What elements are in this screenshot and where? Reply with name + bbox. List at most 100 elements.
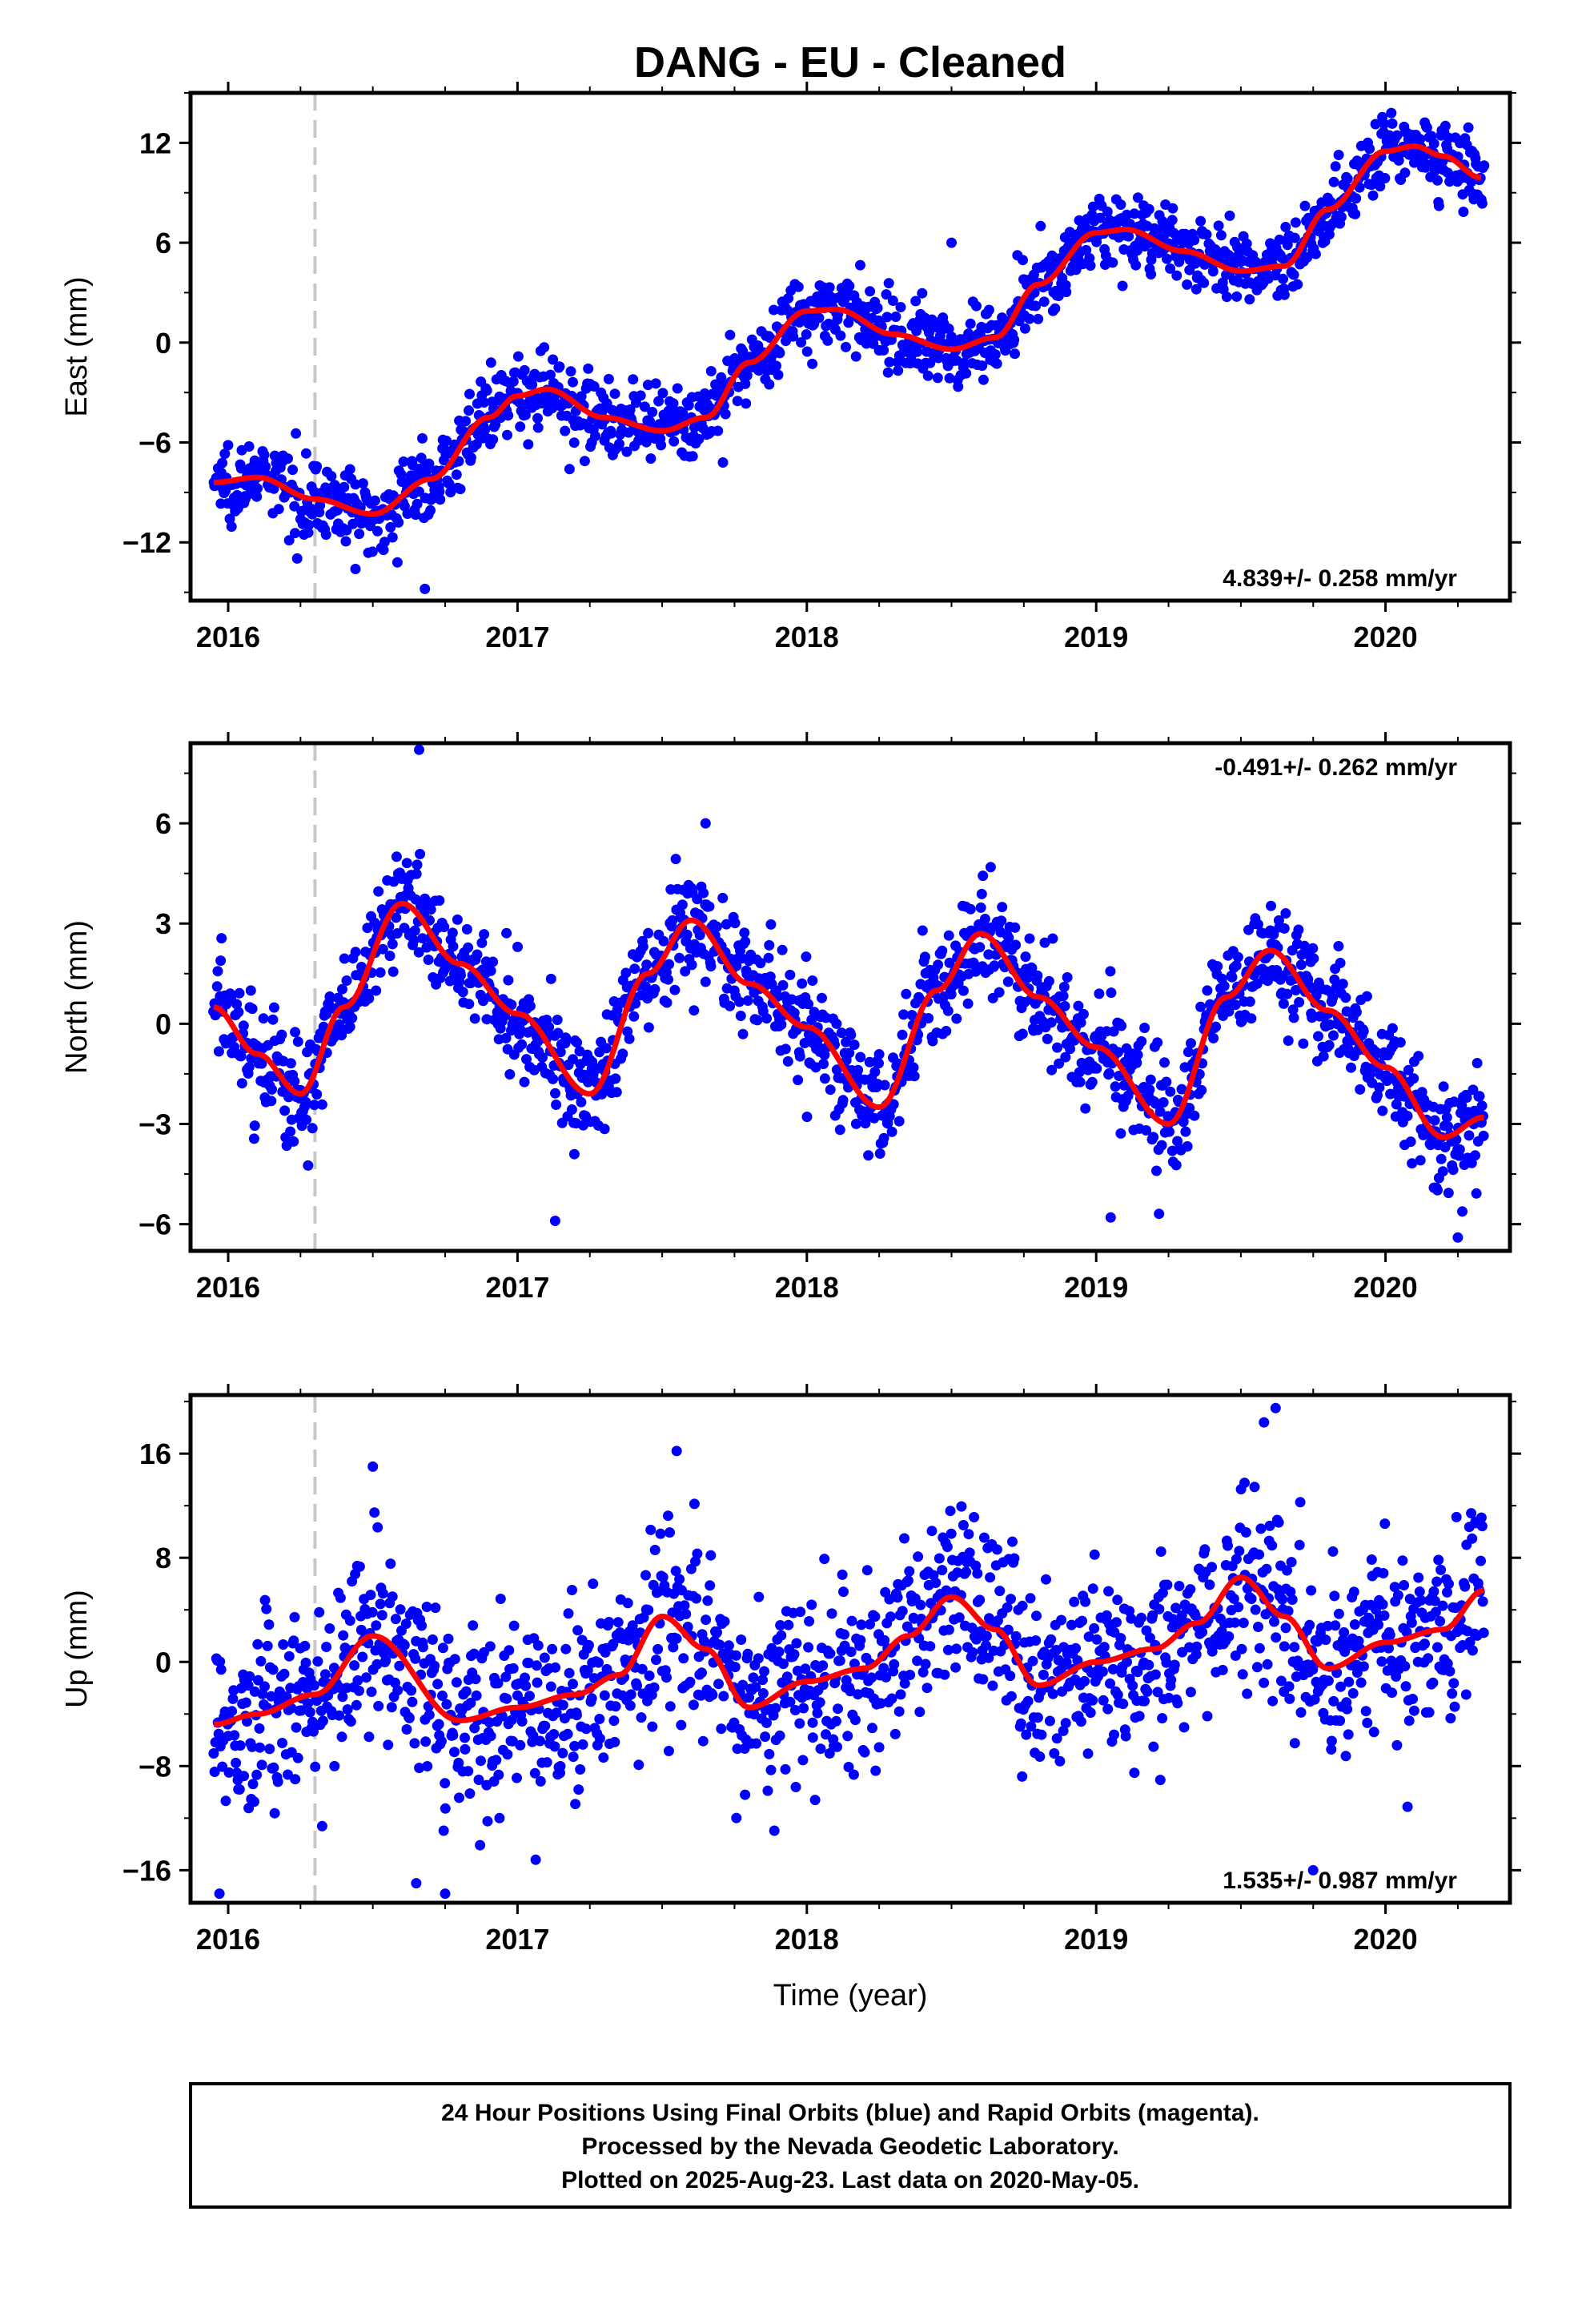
data-point [860,1118,871,1129]
data-point [994,1586,1006,1597]
outlier-point [564,464,575,475]
data-point [763,952,774,963]
y-tick-label: −6 [139,1208,171,1241]
data-point [834,1655,845,1667]
data-point [633,1759,644,1771]
data-point [676,1719,687,1731]
data-point [669,436,680,447]
data-point [349,1660,360,1671]
data-point [288,1136,299,1147]
data-point [914,1707,926,1718]
data-point [977,360,988,372]
data-point [856,1619,867,1630]
data-point [985,862,996,873]
fit-curve [213,900,1484,1140]
data-point [560,425,571,436]
data-point [521,1054,532,1065]
data-point [386,1702,397,1713]
data-point [1304,1619,1315,1630]
data-point [1010,1630,1022,1642]
data-point [253,1675,263,1686]
data-point [837,1569,848,1580]
data-point [463,1766,474,1777]
data-point [1151,1165,1162,1176]
data-point [1288,269,1299,280]
data-point [893,1706,905,1717]
data-point [259,1594,271,1606]
outlier-point [1307,1864,1319,1876]
data-point [884,356,895,368]
data-point [1136,1612,1146,1623]
data-point [1387,1687,1398,1699]
data-point [1158,1097,1169,1108]
data-point [1279,1641,1290,1652]
data-point [266,1096,277,1107]
data-points [208,1402,1489,1900]
data-point [354,1685,364,1696]
data-point [671,1633,682,1644]
data-point [1113,1047,1124,1058]
data-point [609,1736,620,1747]
data-point [839,1629,849,1640]
data-point [768,304,779,316]
data-point [425,904,436,915]
data-point [735,1011,746,1021]
data-point [873,1058,884,1069]
x-tick-label: 2018 [775,1271,839,1304]
data-point [1299,940,1310,951]
data-point [482,1815,493,1827]
data-point [1232,951,1243,963]
data-point [739,927,750,939]
data-point [866,1672,877,1683]
data-point [776,1630,787,1641]
data-point [782,1055,793,1067]
data-point [1024,933,1035,944]
data-point [575,1764,586,1775]
data-point [432,1679,444,1690]
data-point [520,1672,530,1683]
data-point [1111,1617,1122,1628]
data-point [440,1778,451,1789]
data-point [233,1007,244,1018]
data-point [527,379,538,390]
data-point [1342,173,1353,184]
data-point [1372,1090,1383,1101]
data-point [1430,1606,1441,1618]
data-point [502,1749,513,1760]
data-point [473,1775,484,1785]
data-point [1098,1695,1109,1706]
data-point [958,1520,969,1530]
data-point [630,998,641,1009]
footer-line-3: Plotted on 2025-Aug-23. Last data on 202… [561,2167,1139,2193]
data-point [1326,1735,1337,1747]
data-point [1471,1188,1482,1199]
data-point [251,491,263,502]
data-point [648,1682,660,1693]
data-point [1145,1074,1156,1085]
data-point [390,1614,401,1625]
data-point [268,1002,279,1013]
data-point [454,1792,464,1803]
data-point [1327,1546,1339,1557]
data-point [576,391,587,402]
data-point [1466,176,1477,187]
data-point [965,318,976,329]
data-point [424,458,435,469]
data-point [796,337,807,348]
data-point [698,887,709,899]
data-point [933,352,944,364]
data-point [1174,1581,1185,1591]
outlier-point [420,583,431,594]
data-point [303,1698,314,1709]
data-point [429,1660,440,1671]
data-point [625,1689,636,1700]
data-point [789,1705,801,1715]
x-tick-label: 2019 [1064,1271,1128,1304]
data-point [902,1575,913,1586]
data-point [1367,190,1379,201]
data-point [610,1073,621,1084]
data-point [1399,1661,1411,1672]
data-point [647,1721,658,1732]
outlier-point [214,1888,225,1900]
